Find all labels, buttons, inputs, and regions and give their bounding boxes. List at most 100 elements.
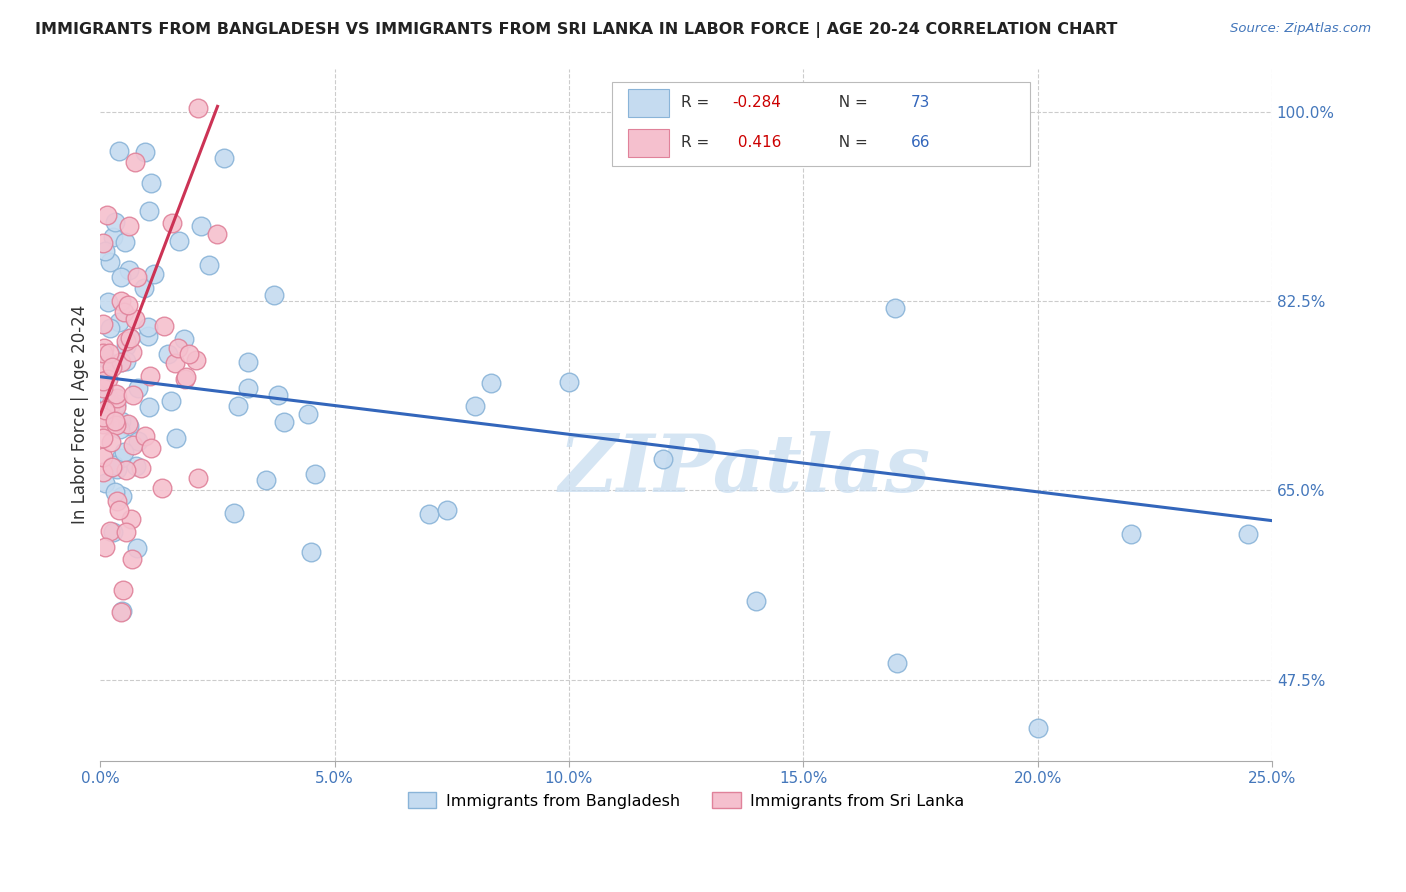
Point [91, 450, 114, 464]
Point [96, 208, 118, 222]
Point [651, 452, 673, 467]
Point [127, 270, 149, 285]
Point [115, 339, 138, 353]
Point [124, 155, 146, 169]
Point [187, 471, 209, 485]
Point [226, 399, 249, 413]
Point [94, 475, 117, 490]
Point [886, 657, 908, 671]
Point [104, 215, 127, 229]
Point [105, 397, 128, 411]
Point [174, 370, 197, 384]
Point [111, 604, 134, 618]
Point [104, 484, 127, 499]
Point [103, 525, 125, 540]
Point [1121, 526, 1143, 541]
Point [304, 467, 326, 481]
Point [157, 347, 180, 361]
Point [125, 458, 148, 473]
Point [179, 347, 201, 361]
Point [187, 101, 209, 115]
Point [138, 400, 160, 414]
Point [138, 368, 160, 383]
Point [94, 244, 117, 259]
Point [94, 351, 117, 365]
Text: Source: ZipAtlas.com: Source: ZipAtlas.com [1230, 22, 1371, 36]
Point [418, 507, 440, 521]
Point [110, 450, 132, 465]
Point [125, 541, 148, 556]
Point [91, 318, 114, 332]
Point [104, 400, 127, 414]
Point [436, 503, 458, 517]
Point [104, 387, 127, 401]
Point [91, 465, 114, 479]
Text: IMMIGRANTS FROM BANGLADESH VS IMMIGRANTS FROM SRI LANKA IN LABOR FORCE | AGE 20-: IMMIGRANTS FROM BANGLADESH VS IMMIGRANTS… [35, 22, 1118, 38]
Legend: Immigrants from Bangladesh, Immigrants from Sri Lanka: Immigrants from Bangladesh, Immigrants f… [401, 786, 972, 815]
Point [110, 605, 132, 619]
Point [108, 144, 131, 158]
Point [558, 375, 581, 389]
Point [745, 594, 768, 608]
Point [138, 319, 160, 334]
Point [97, 390, 120, 404]
Point [127, 381, 149, 395]
Point [105, 462, 128, 476]
Point [111, 489, 134, 503]
Point [98, 321, 121, 335]
Point [139, 441, 162, 455]
Point [98, 255, 121, 269]
Point [91, 431, 114, 445]
Point [114, 444, 136, 458]
Point [101, 230, 124, 244]
Point [117, 298, 139, 312]
Point [110, 270, 132, 285]
Point [105, 392, 128, 406]
Point [127, 434, 149, 448]
Point [263, 288, 285, 302]
Point [118, 263, 141, 277]
Point [184, 352, 207, 367]
Point [165, 431, 187, 445]
Point [163, 356, 186, 370]
Point [120, 511, 142, 525]
Point [162, 216, 184, 230]
Point [122, 388, 145, 402]
Point [115, 463, 138, 477]
Point [150, 481, 173, 495]
Point [91, 410, 114, 425]
Point [91, 236, 114, 251]
Point [139, 176, 162, 190]
Point [108, 503, 131, 517]
Point [134, 145, 156, 159]
Point [121, 345, 143, 359]
Point [121, 438, 143, 452]
Point [136, 328, 159, 343]
Point [121, 552, 143, 566]
Point [118, 418, 141, 433]
Point [254, 473, 277, 487]
Point [110, 293, 132, 308]
Point [205, 227, 228, 242]
Point [97, 295, 120, 310]
Point [101, 359, 124, 374]
Point [105, 493, 128, 508]
Point [479, 376, 502, 390]
Point [115, 334, 138, 348]
Point [117, 417, 139, 432]
Point [134, 429, 156, 443]
Point [120, 331, 142, 345]
Point [112, 305, 135, 319]
Point [273, 415, 295, 429]
Point [197, 258, 219, 272]
Point [115, 525, 138, 540]
Point [299, 545, 322, 559]
Y-axis label: In Labor Force | Age 20-24: In Labor Force | Age 20-24 [72, 305, 89, 524]
Point [110, 414, 132, 428]
Point [91, 374, 114, 388]
Point [98, 346, 121, 360]
Point [224, 507, 246, 521]
Point [464, 399, 486, 413]
Point [166, 341, 188, 355]
Point [100, 419, 122, 434]
